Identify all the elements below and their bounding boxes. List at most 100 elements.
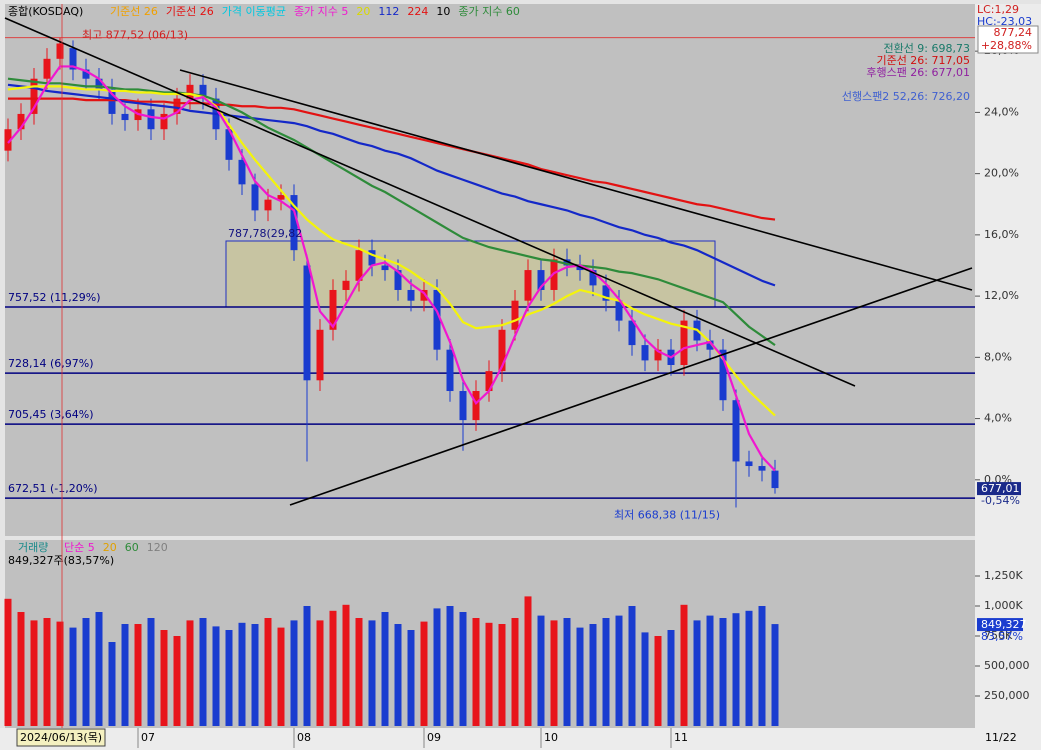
chart-title: 종합(KOSDAQ) xyxy=(8,5,83,18)
candle-body xyxy=(368,250,376,266)
legend-label: 종가 지수 5 xyxy=(294,5,348,18)
candle-body xyxy=(745,461,753,467)
y-tick-label: 8,0% xyxy=(984,350,1012,363)
candle-body xyxy=(69,48,77,70)
volume-bar xyxy=(160,630,168,726)
legend-label: 224 xyxy=(407,5,428,18)
volume-bar xyxy=(108,642,116,726)
y-tick-label: 24,0% xyxy=(984,105,1019,118)
candle-body xyxy=(602,285,610,301)
candle-body xyxy=(290,195,298,251)
volume-bar xyxy=(498,624,506,726)
volume-bar xyxy=(342,604,350,726)
candle-body xyxy=(160,113,168,130)
legend-label: 기준선 26 xyxy=(166,5,214,18)
last-box xyxy=(977,618,1023,632)
candle-body xyxy=(4,129,12,151)
volume-bar xyxy=(771,624,779,726)
y-tick-label: 12,0% xyxy=(984,289,1019,302)
y-tick-label: 1,000K xyxy=(984,599,1023,612)
candle-body xyxy=(524,270,532,301)
range-box xyxy=(225,240,716,308)
candle-body xyxy=(459,391,467,421)
y-tick-label: 4,0% xyxy=(984,412,1012,425)
candle-body xyxy=(108,89,116,114)
legend-label: 20 xyxy=(103,541,117,554)
candle-body xyxy=(277,195,285,200)
volume-bar xyxy=(576,627,584,726)
legend-label: 기준선 26 xyxy=(110,5,158,18)
candle-body xyxy=(303,265,311,381)
volume-bar xyxy=(199,618,207,726)
legend-label: 단순 5 xyxy=(64,541,95,554)
candle-body xyxy=(589,270,597,286)
legend-label: 60 xyxy=(125,541,139,554)
value-box-label: 877,24 xyxy=(994,26,1033,39)
volume-bar xyxy=(472,618,480,726)
candle-body xyxy=(30,78,38,114)
candle-body xyxy=(433,289,441,350)
candle-body xyxy=(472,391,480,421)
candle-body xyxy=(732,400,740,462)
candle-body xyxy=(342,280,350,290)
volume-bar xyxy=(381,612,389,726)
candle-body xyxy=(121,113,129,121)
volume-bar xyxy=(329,610,337,726)
volume-bar xyxy=(17,612,25,726)
volume-bar xyxy=(355,618,363,726)
volume-bar xyxy=(290,620,298,726)
volume-bar xyxy=(251,624,259,726)
volume-bar xyxy=(446,606,454,726)
level-label: 757,52 (11,29%) xyxy=(8,291,101,304)
candle-body xyxy=(173,98,181,114)
x-tick-label: 08 xyxy=(297,731,311,744)
volume-bar xyxy=(511,618,519,726)
volume-bar xyxy=(56,621,64,726)
trend-lines xyxy=(4,17,973,506)
info-label: 전환선 9: 698,73 xyxy=(883,42,970,55)
info-label: 후행스팬 26: 677,01 xyxy=(866,66,970,79)
info-label: 선행스팬2 52,26: 726,20 xyxy=(842,90,970,103)
volume-bar xyxy=(550,620,558,726)
candle-body xyxy=(615,300,623,321)
volume-bar xyxy=(537,615,545,726)
last-label: 849,327 xyxy=(981,618,1027,631)
volume-bar xyxy=(485,622,493,726)
hc-label: HC:-23,03 xyxy=(977,15,1032,28)
volume-bar xyxy=(69,627,77,726)
info-label: 기준선 26: 717,05 xyxy=(876,54,970,67)
volume-bar xyxy=(43,618,51,726)
volume-bar xyxy=(693,620,701,726)
volume-bar xyxy=(134,624,142,726)
volume-bar xyxy=(173,636,181,726)
y-tick-label: 1,250K xyxy=(984,569,1023,582)
candle-body xyxy=(264,199,272,211)
ma-line xyxy=(7,77,776,346)
volume-bar xyxy=(654,636,662,726)
volume-summary: 849,327주(83,57%) xyxy=(8,554,114,567)
volume-bar xyxy=(641,632,649,726)
ma-line xyxy=(7,85,776,417)
volume-bar xyxy=(680,604,688,726)
volume-bar xyxy=(758,606,766,726)
volume-bar xyxy=(433,608,441,726)
value-box-label: +28,88% xyxy=(981,39,1032,52)
y-tick-label: 750K xyxy=(984,629,1013,642)
y-tick-label: 250,000 xyxy=(984,689,1030,702)
candle-body xyxy=(407,289,415,301)
volume-bar xyxy=(82,618,90,726)
candle-body xyxy=(537,270,545,290)
volume-bar xyxy=(615,615,623,726)
legend-label: 가격 이동평균 xyxy=(222,5,286,18)
last-pct-label: 83,57% xyxy=(981,630,1023,643)
cursor-date: 2024/06/13(목) xyxy=(20,731,102,744)
candle-body xyxy=(485,371,493,392)
x-tick-label: 10 xyxy=(544,731,558,744)
trend-line xyxy=(179,69,973,291)
candle-body xyxy=(771,470,779,489)
y-tick-label: 500,000 xyxy=(984,659,1030,672)
candle-body xyxy=(329,289,337,330)
ma-line xyxy=(7,83,776,287)
plot: 28,0%24,0%20,0%16,0%12,0%8,0%4,0%0,0%757… xyxy=(4,3,1039,748)
